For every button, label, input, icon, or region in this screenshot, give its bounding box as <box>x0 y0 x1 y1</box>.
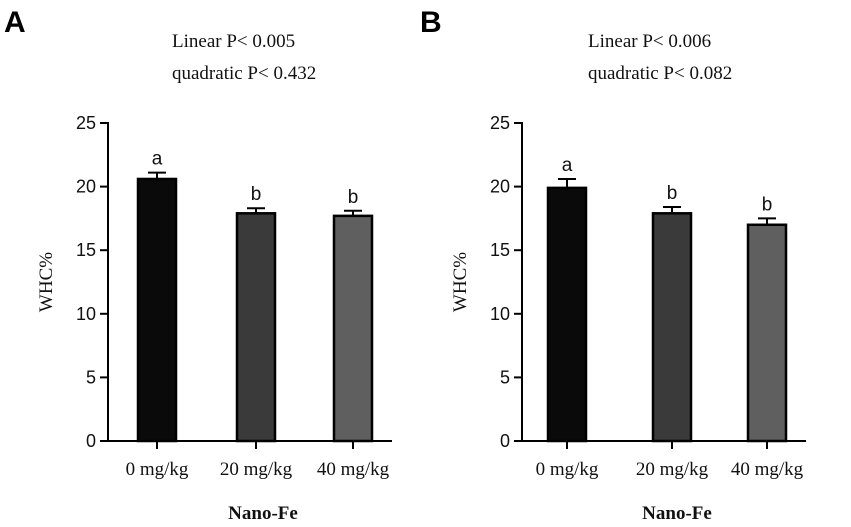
significance-letter-b: a <box>562 155 573 176</box>
significance-letter-a: b <box>348 187 359 208</box>
y-axis-label-b: WHC% <box>450 252 471 312</box>
y-tick-label-a: 0 <box>86 431 96 451</box>
y-tick-label-b: 0 <box>500 431 510 451</box>
category-label-a: 0 mg/kg <box>126 459 189 480</box>
y-tick-label-b: 25 <box>490 113 510 133</box>
significance-letter-a: a <box>152 149 163 170</box>
category-label-b: 40 mg/kg <box>731 459 804 480</box>
linear-p-value-b: Linear P< 0.006 <box>588 31 711 52</box>
panel-a: A Linear P< 0.005 quadratic P< 0.432 0 5 1… <box>4 6 392 524</box>
y-tick-label-b: 20 <box>490 177 510 197</box>
plot-area-b: 0 5 10 15 20 25 a 0 mg/kg b 20 mg/kg b 40 mg/kg <box>490 113 806 480</box>
panel-letter-b: B <box>420 6 442 39</box>
y-tick-label-a: 10 <box>76 304 96 324</box>
y-tick-label-b: 10 <box>490 304 510 324</box>
panel-letter-a: A <box>4 6 26 39</box>
category-label-a: 40 mg/kg <box>317 459 390 480</box>
linear-p-value-a: Linear P< 0.005 <box>172 31 295 52</box>
significance-letter-b: b <box>762 194 773 215</box>
panel-b: B Linear P< 0.006 quadratic P< 0.082 0 5 1… <box>420 6 806 524</box>
y-tick-label-a: 20 <box>76 177 96 197</box>
y-axis-label-a: WHC% <box>36 252 57 312</box>
y-tick-label-a: 25 <box>76 113 96 133</box>
plot-area-a: 0 5 10 15 20 25 a 0 mg/kg b 20 mg/kg b 40 mg/kg <box>76 113 392 480</box>
category-label-a: 20 mg/kg <box>220 459 293 480</box>
y-tick-label-a: 5 <box>86 367 96 387</box>
bar-a <box>332 214 374 443</box>
quadratic-p-value-a: quadratic P< 0.432 <box>172 63 316 84</box>
quadratic-p-value-b: quadratic P< 0.082 <box>588 63 732 84</box>
x-axis-label-b: Nano-Fe <box>642 503 712 524</box>
category-label-b: 20 mg/kg <box>636 459 709 480</box>
bar-b <box>651 212 693 443</box>
bar-a <box>235 212 277 443</box>
bar-b <box>746 223 788 443</box>
y-tick-label-b: 15 <box>490 240 510 260</box>
significance-letter-a: b <box>251 184 262 205</box>
x-axis-label-a: Nano-Fe <box>228 503 298 524</box>
category-label-b: 0 mg/kg <box>536 459 599 480</box>
significance-letter-b: b <box>667 183 678 204</box>
bar-a <box>136 177 178 443</box>
y-tick-label-b: 5 <box>500 367 510 387</box>
y-tick-label-a: 15 <box>76 240 96 260</box>
bar-b <box>546 186 588 443</box>
